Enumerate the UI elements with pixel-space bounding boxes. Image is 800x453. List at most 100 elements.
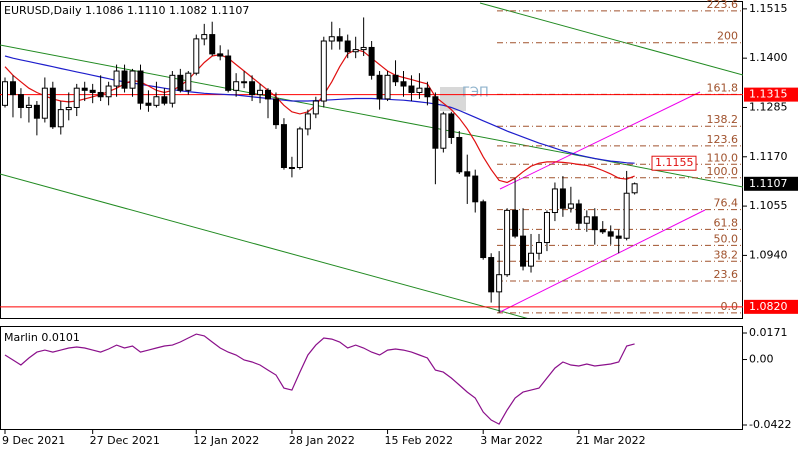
- candle-body: [41, 87, 48, 119]
- candle-body: [249, 81, 256, 96]
- candle-body: [49, 87, 56, 128]
- y-tick-label: 1.1170: [749, 150, 788, 163]
- x-tick-label: 28 Jan 2022: [289, 434, 355, 447]
- candle-body: [209, 34, 216, 55]
- fib-label: 138.2: [707, 113, 739, 126]
- candle-body: [280, 124, 287, 169]
- candle-body: [456, 136, 463, 173]
- candle-body: [615, 235, 622, 239]
- candle-body: [368, 46, 375, 76]
- candle-body: [272, 98, 279, 126]
- candle-body: [241, 81, 248, 84]
- candle-body: [512, 209, 519, 237]
- candle-body: [543, 212, 550, 244]
- candle-body: [599, 229, 606, 233]
- candle-body: [631, 183, 638, 194]
- candle-body: [328, 36, 335, 42]
- candle-body: [73, 87, 80, 108]
- candle-body: [344, 40, 351, 53]
- drawings: [0, 2, 743, 318]
- candle-body: [607, 231, 614, 237]
- fib-label: 76.4: [714, 197, 739, 210]
- candle-body: [57, 109, 64, 128]
- y-tick-label: 0.0171: [749, 326, 788, 339]
- channel-line: [499, 91, 701, 190]
- candle-body: [528, 252, 535, 267]
- candle-body: [535, 242, 542, 254]
- candle-body: [480, 201, 487, 259]
- main-frame: [0, 1, 743, 319]
- x-tick-label: 27 Dec 2021: [90, 434, 160, 447]
- candle-body: [448, 113, 455, 138]
- x-tick-label: 21 Mar 2022: [576, 434, 646, 447]
- fib-label: 38.2: [714, 248, 739, 261]
- candle-body: [320, 40, 327, 102]
- indicator-frame: [0, 326, 743, 430]
- trend-line: [479, 2, 743, 76]
- candle-body: [312, 100, 319, 115]
- plot-area: [0, 10, 743, 314]
- candle-body: [472, 175, 479, 203]
- candle-body: [352, 49, 359, 53]
- price-label: 1.1315: [749, 88, 788, 101]
- candle-body: [559, 188, 566, 209]
- candle-body: [551, 188, 558, 214]
- x-tick-label: 12 Jan 2022: [193, 434, 259, 447]
- oscillator-line: [4, 333, 635, 425]
- candle-body: [567, 203, 574, 209]
- candle-body: [288, 167, 295, 170]
- x-tick-label: 9 Dec 2021: [2, 434, 65, 447]
- candle-body: [575, 203, 582, 224]
- candle-body: [2, 81, 8, 106]
- fib-label: 50.0: [714, 232, 739, 245]
- candle-body: [392, 74, 399, 83]
- candle-body: [201, 34, 208, 40]
- candle-body: [145, 102, 152, 106]
- candle-body: [257, 89, 264, 96]
- price-label-box: [744, 87, 798, 102]
- candle-body: [496, 274, 503, 293]
- candle-body: [225, 55, 232, 91]
- candle-body: [583, 216, 590, 224]
- fib-label: 161.8: [707, 81, 739, 94]
- candle-body: [400, 81, 407, 87]
- gap-box: [440, 87, 466, 111]
- candle-body: [169, 74, 176, 104]
- price-marker-label: 1.1155: [655, 156, 694, 169]
- candle-body: [520, 235, 527, 267]
- price-marker-box: [651, 155, 697, 171]
- fib-label: 200: [717, 30, 738, 43]
- annotation: ГЭП: [462, 86, 489, 101]
- y-tick-label: 1.1515: [749, 2, 788, 15]
- candle-body: [296, 128, 303, 169]
- candle-body: [113, 70, 120, 87]
- fib-label: 0.0: [721, 300, 739, 313]
- candle-body: [33, 104, 40, 119]
- candle-body: [97, 91, 104, 98]
- fib-label: 23.6: [714, 268, 739, 281]
- candle-body: [416, 87, 423, 93]
- trend-line: [0, 173, 528, 318]
- candle-body: [360, 46, 367, 51]
- current-price-box: [744, 176, 798, 191]
- candle-body: [65, 106, 72, 111]
- candle-body: [488, 257, 495, 293]
- fib-label: 123.6: [707, 133, 739, 146]
- candle-body: [464, 171, 471, 177]
- y-tick-label: 1.1400: [749, 51, 788, 64]
- current-price-label: 1.1107: [749, 177, 788, 190]
- candle-body: [336, 36, 343, 42]
- trend-line: [0, 44, 743, 188]
- y-tick-label: 1.0940: [749, 248, 788, 261]
- candle-body: [25, 104, 32, 108]
- x-tick-label: 15 Feb 2022: [385, 434, 453, 447]
- y-tick-label: 1.1055: [749, 199, 788, 212]
- price-label-box: [744, 299, 798, 314]
- candle-body: [432, 96, 439, 149]
- candle-body: [233, 81, 240, 91]
- candle-body: [384, 74, 391, 100]
- candle-body: [304, 113, 311, 130]
- candle-body: [89, 89, 96, 93]
- y-tick-label: -0.0422: [749, 418, 791, 431]
